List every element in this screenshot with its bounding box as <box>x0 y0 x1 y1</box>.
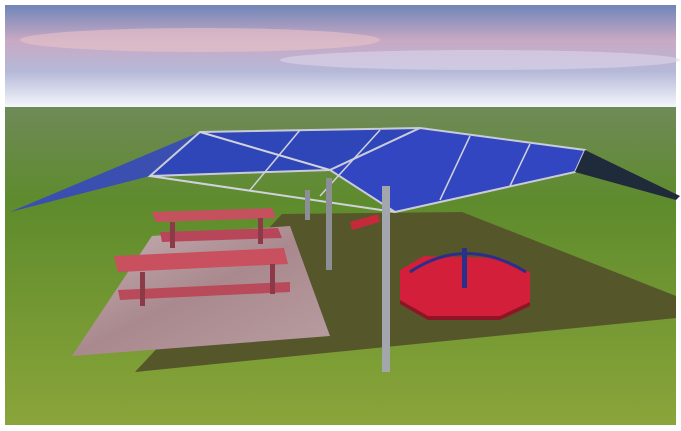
cloud <box>280 50 680 70</box>
poles <box>305 178 390 372</box>
cloud <box>20 28 380 52</box>
picnic-tables <box>114 208 290 306</box>
swing <box>350 214 380 230</box>
merry-go-round <box>400 248 530 320</box>
